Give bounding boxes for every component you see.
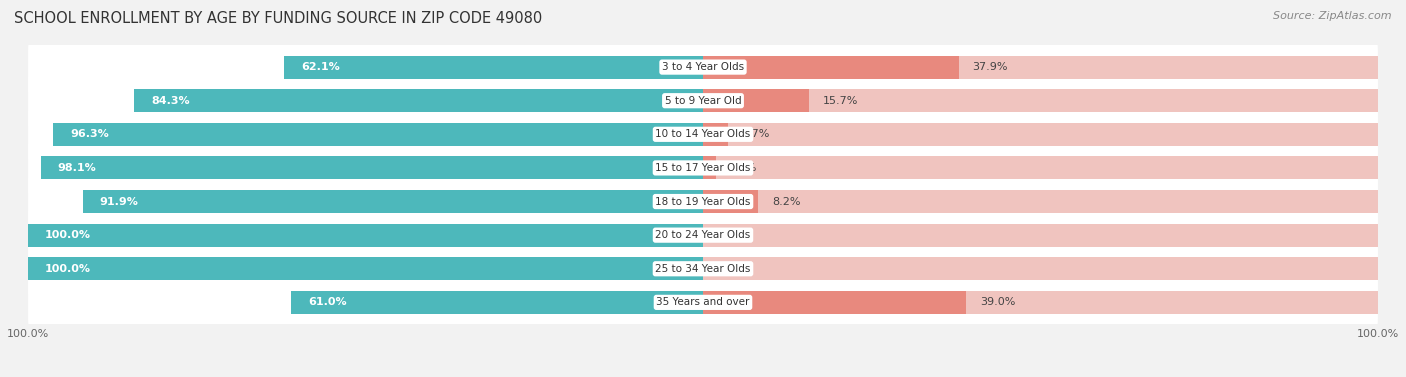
Bar [703,291,966,314]
Bar [134,89,703,112]
Text: 25 to 34 Year Olds: 25 to 34 Year Olds [655,264,751,274]
Bar [703,156,716,179]
Text: SCHOOL ENROLLMENT BY AGE BY FUNDING SOURCE IN ZIP CODE 49080: SCHOOL ENROLLMENT BY AGE BY FUNDING SOUR… [14,11,543,26]
Text: 37.9%: 37.9% [973,62,1008,72]
Text: 0.0%: 0.0% [717,230,745,240]
Text: 100.0%: 100.0% [45,230,91,240]
Text: 91.9%: 91.9% [100,196,139,207]
Text: 62.1%: 62.1% [301,62,339,72]
Bar [703,156,1378,179]
Bar [703,123,728,146]
Bar [53,123,703,146]
Bar [703,56,959,78]
Text: 10 to 14 Year Olds: 10 to 14 Year Olds [655,129,751,139]
Bar [703,224,1378,247]
Text: 3.7%: 3.7% [741,129,770,139]
Legend: Public School, Private School: Public School, Private School [583,373,823,377]
Text: 100.0%: 100.0% [45,264,91,274]
Bar [41,156,703,179]
FancyBboxPatch shape [28,103,1378,166]
Bar [28,257,703,280]
Text: 15 to 17 Year Olds: 15 to 17 Year Olds [655,163,751,173]
Text: 39.0%: 39.0% [980,297,1015,307]
Text: 8.2%: 8.2% [772,196,800,207]
Text: 5 to 9 Year Old: 5 to 9 Year Old [665,96,741,106]
Bar [703,89,1378,112]
FancyBboxPatch shape [28,237,1378,300]
Bar [703,291,1378,314]
Text: 35 Years and over: 35 Years and over [657,297,749,307]
Text: Source: ZipAtlas.com: Source: ZipAtlas.com [1274,11,1392,21]
Text: 84.3%: 84.3% [150,96,190,106]
Text: 0.0%: 0.0% [717,264,745,274]
FancyBboxPatch shape [28,69,1378,132]
FancyBboxPatch shape [28,136,1378,199]
Bar [703,257,1378,280]
Text: 20 to 24 Year Olds: 20 to 24 Year Olds [655,230,751,240]
Bar [703,190,1378,213]
Bar [703,190,758,213]
FancyBboxPatch shape [28,271,1378,334]
Text: 98.1%: 98.1% [58,163,97,173]
Bar [83,190,703,213]
Text: 15.7%: 15.7% [823,96,858,106]
Text: 96.3%: 96.3% [70,129,108,139]
Bar [703,56,1378,78]
Bar [284,56,703,78]
Bar [703,123,1378,146]
Bar [28,224,703,247]
Text: 3 to 4 Year Olds: 3 to 4 Year Olds [662,62,744,72]
FancyBboxPatch shape [28,204,1378,267]
Text: 61.0%: 61.0% [308,297,347,307]
FancyBboxPatch shape [28,35,1378,99]
Text: 1.9%: 1.9% [730,163,758,173]
Text: 18 to 19 Year Olds: 18 to 19 Year Olds [655,196,751,207]
FancyBboxPatch shape [28,170,1378,233]
Bar [291,291,703,314]
Bar [703,89,808,112]
